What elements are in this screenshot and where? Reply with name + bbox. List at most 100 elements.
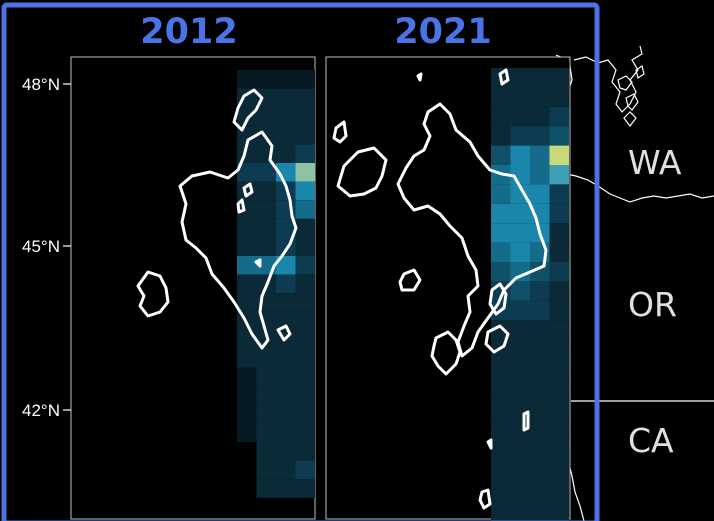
density-cell	[549, 456, 569, 476]
year-title-2021: 2021	[394, 12, 491, 52]
highlight-frame	[1, 2, 600, 521]
density-cell	[491, 397, 511, 418]
density-cell	[295, 107, 315, 126]
density-cell	[237, 404, 257, 424]
density-cell	[510, 145, 530, 165]
wa-or-border	[565, 173, 714, 203]
puget-sound-coast	[573, 45, 643, 113]
density-cell	[530, 456, 550, 476]
density-cell	[549, 494, 569, 515]
density-cell	[510, 242, 530, 262]
density-cell	[549, 417, 569, 437]
density-cell	[295, 237, 315, 256]
density-cell	[276, 479, 296, 498]
density-cell	[295, 442, 315, 461]
density-cell	[510, 359, 530, 379]
density-cell	[276, 460, 296, 480]
density-cell	[549, 106, 569, 127]
density-cell	[530, 165, 550, 185]
density-cell	[276, 218, 296, 238]
density-cell	[510, 494, 530, 515]
density-cell	[295, 163, 315, 182]
density-cell	[530, 514, 550, 521]
panel-2012	[70, 56, 316, 520]
density-cell	[491, 106, 511, 127]
density-cell	[530, 378, 550, 398]
density-cell	[491, 87, 511, 107]
density-cell	[237, 386, 257, 405]
density-cell	[295, 125, 315, 145]
density-cell	[530, 87, 550, 107]
density-cell	[549, 397, 569, 418]
density-cell	[295, 423, 315, 442]
density-cell	[256, 218, 276, 238]
density-cell	[510, 223, 530, 243]
density-cell	[295, 218, 315, 238]
year-title-2012: 2012	[140, 12, 237, 52]
density-cell	[510, 184, 530, 204]
density-cell	[491, 223, 511, 243]
density-cell	[510, 203, 530, 224]
density-cell	[510, 456, 530, 476]
density-cell	[256, 181, 276, 201]
density-cell	[510, 281, 530, 301]
density-cell	[276, 256, 296, 275]
density-cell	[276, 274, 296, 294]
density-cell	[491, 126, 511, 146]
panel-2021	[325, 56, 571, 521]
density-cell	[549, 514, 569, 521]
density-cell	[549, 126, 569, 146]
density-cell	[256, 330, 276, 349]
density-cell	[491, 145, 511, 165]
density-cell	[295, 144, 315, 163]
density-cell	[549, 320, 569, 340]
density-cell	[295, 311, 315, 331]
density-cell	[491, 417, 511, 437]
density-cell	[510, 378, 530, 398]
density-cell	[491, 359, 511, 379]
density-cell	[256, 237, 276, 256]
density-cell	[237, 163, 257, 182]
density-cell	[295, 256, 315, 275]
density-cell	[510, 339, 530, 359]
density-cell	[530, 68, 550, 88]
density-cell	[530, 184, 550, 204]
density-cell	[549, 145, 569, 165]
density-cell	[237, 237, 257, 256]
density-cell	[276, 293, 296, 312]
density-cell	[530, 436, 550, 456]
density-cell	[491, 475, 511, 495]
density-cell	[510, 126, 530, 146]
density-cell	[491, 436, 511, 456]
density-cell	[491, 494, 511, 515]
density-cell	[256, 460, 276, 480]
lat-label-45: 45°N	[22, 237, 60, 256]
density-cell	[276, 442, 296, 461]
density-cell	[530, 281, 550, 301]
density-cell	[276, 181, 296, 201]
density-cell	[549, 378, 569, 398]
density-cell	[256, 386, 276, 405]
density-cell	[276, 367, 296, 387]
state-label-wa: WA	[628, 143, 682, 182]
density-cell	[491, 184, 511, 204]
density-cell	[237, 349, 257, 368]
density-cell	[549, 242, 569, 262]
density-cell	[237, 423, 257, 442]
density-cell	[276, 88, 296, 108]
density-cell	[510, 68, 530, 88]
density-cell	[549, 87, 569, 107]
density-cell	[276, 423, 296, 442]
density-cell	[276, 349, 296, 368]
density-cell	[549, 475, 569, 495]
density-cell	[510, 87, 530, 107]
density-cell	[530, 339, 550, 359]
density-cell	[549, 184, 569, 204]
density-cell	[510, 514, 530, 521]
density-cell	[256, 163, 276, 182]
density-cell	[295, 479, 315, 498]
density-cell	[237, 256, 257, 275]
density-cell	[237, 218, 257, 238]
density-cell	[295, 70, 315, 89]
